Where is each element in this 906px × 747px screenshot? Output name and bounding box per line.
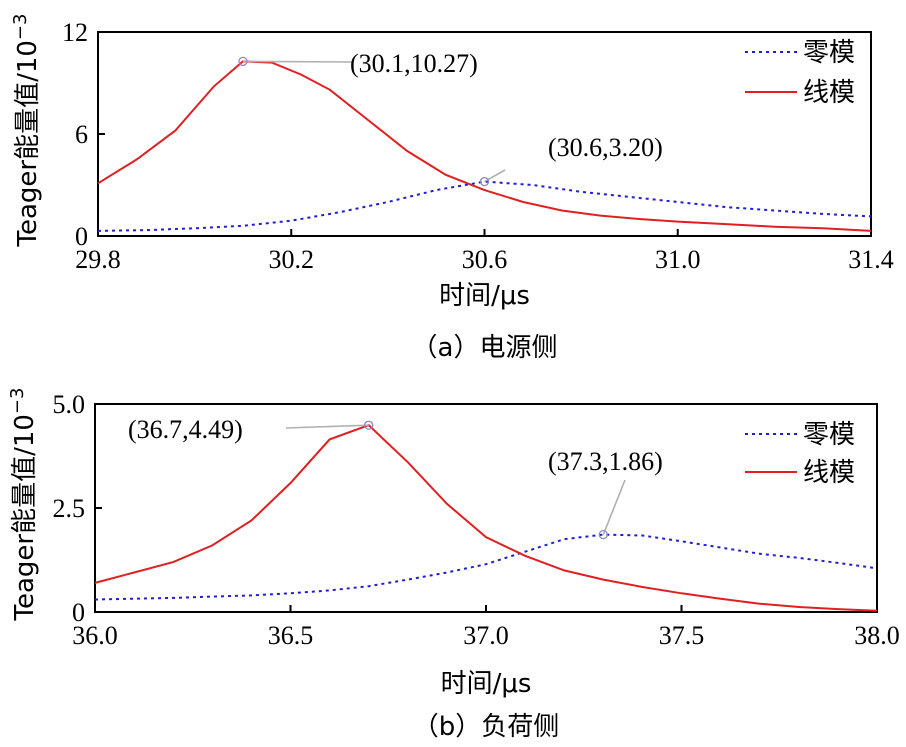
y-axis-label-exponent: −3: [10, 14, 31, 41]
annotation-marker: [598, 529, 608, 540]
y-tick-label: 0: [75, 222, 88, 251]
chart-panel-b: 36.0 36.5 37.0 37.5 38.0 0 2.5 5.0 Teager能量值/10−…: [7, 388, 900, 742]
annotation-leader: [242, 60, 353, 63]
y-axis-label: Teager能量值/10−3: [7, 388, 40, 622]
x-tick-label: 30.2: [269, 245, 315, 274]
y-tick-label: 5.0: [53, 390, 86, 419]
annotation-label: (30.6,3.20): [548, 133, 663, 162]
chart-panel-a: 29.8 30.2 30.6 31.0 31.4 0 6 12 Teager能量值/10−3 时间…: [10, 14, 894, 363]
series-line-line-mode: [94, 424, 878, 612]
legend-label: 线模: [803, 458, 855, 488]
x-axis-label: 时间/μs: [439, 281, 530, 311]
x-axis-label: 时间/μs: [441, 669, 532, 699]
legend-label: 线模: [803, 78, 855, 108]
y-axis-label-exponent: −3: [7, 388, 28, 415]
legend-label: 零模: [803, 38, 855, 68]
y-axis-label-text: Teager能量值/10: [13, 40, 43, 247]
plot-frame: [97, 31, 872, 237]
series-line-zero-mode: [94, 533, 878, 601]
x-tick-label: 36.0: [72, 621, 118, 650]
x-tick-label: 38.0: [854, 621, 900, 650]
x-tick-label: 37.5: [659, 621, 705, 650]
panel-caption: （a）电源侧: [412, 333, 558, 363]
series-line-line-mode: [97, 60, 872, 232]
x-tick-label: 31.0: [655, 245, 701, 274]
y-tick-label: 12: [62, 18, 88, 47]
series-line-zero-mode: [97, 180, 872, 232]
legend-label: 零模: [803, 420, 855, 450]
y-tick-label: 0: [72, 598, 85, 627]
x-tick-label: 29.8: [75, 245, 121, 274]
x-tick-label: 36.5: [268, 621, 314, 650]
annotation-leader: [285, 424, 369, 429]
panel-caption: （b）负荷侧: [413, 712, 560, 742]
annotation-leader: [602, 479, 626, 535]
annotation-marker: [238, 56, 248, 67]
x-tick-label: 37.0: [463, 621, 509, 650]
y-tick-label: 6: [75, 120, 88, 149]
x-tick-label: 30.6: [462, 245, 508, 274]
y-axis-label-text: Teager能量值/10: [10, 414, 40, 621]
annotation-marker: [364, 420, 374, 430]
y-tick-label: 2.5: [53, 494, 86, 523]
annotation-label: (30.1,10.27): [350, 49, 478, 78]
x-tick-label: 31.4: [848, 245, 894, 274]
annotation-marker: [479, 176, 490, 187]
annotation-label: (36.7,4.49): [128, 415, 243, 444]
y-axis-label: Teager能量值/10−3: [10, 14, 43, 248]
annotation-label: (37.3,1.86): [548, 447, 663, 476]
